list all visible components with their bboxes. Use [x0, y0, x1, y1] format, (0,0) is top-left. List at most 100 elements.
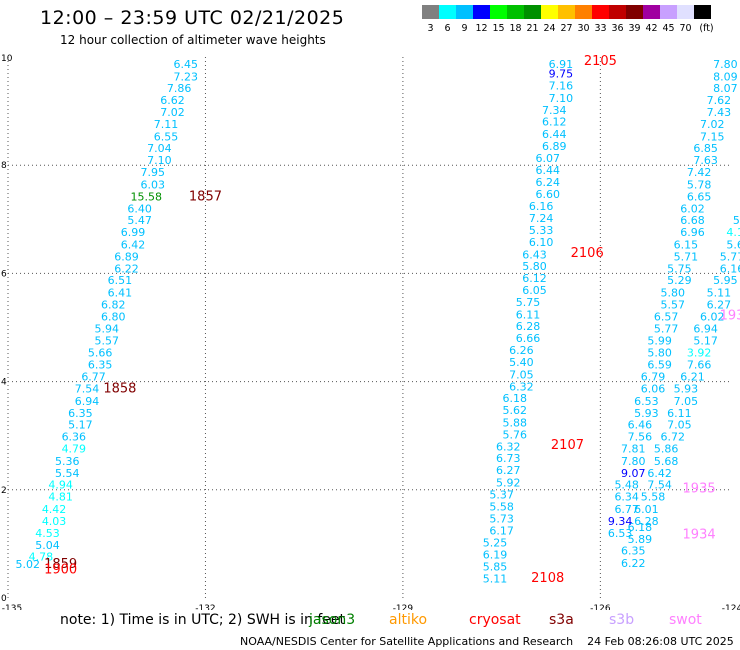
- wave-height-value: 5.11: [707, 287, 732, 300]
- wave-height-value: 5.33: [529, 224, 554, 237]
- wave-height-value: 5.36: [55, 455, 80, 468]
- wave-height-value: 5.75: [516, 296, 541, 309]
- wave-height-value: 5.17: [693, 334, 718, 347]
- wave-height-value: 8.07: [713, 82, 738, 95]
- wave-height-value: 5.88: [503, 417, 528, 430]
- time-label: 2106: [571, 246, 604, 261]
- colorbar-label: 3: [427, 23, 433, 34]
- wave-height-value: 6.02: [680, 202, 705, 215]
- wave-height-value: 7.62: [707, 94, 732, 107]
- x-tick-label: -129: [393, 604, 414, 610]
- chart-title: 12:00 – 23:59 UTC 02/21/2025: [40, 7, 345, 29]
- wave-height-value: 5.25: [483, 537, 508, 550]
- wave-height-value: 7.81: [621, 442, 646, 455]
- colorbar-swatch: [575, 5, 592, 19]
- colorbar-label: 9: [461, 23, 467, 34]
- wave-height-value: 5.11: [483, 572, 508, 585]
- wave-height-value: 7.11: [154, 118, 179, 131]
- colorbar-label: 33: [594, 23, 606, 34]
- wave-height-value: 6.42: [121, 239, 146, 252]
- wave-height-value: 6.17: [489, 525, 514, 538]
- notes-line: note: 1) Time is in UTC; 2) SWH is in fe…: [60, 612, 349, 628]
- wave-height-value: 6.27: [707, 299, 732, 312]
- wave-height-value: 6.68: [680, 214, 705, 227]
- colorbar-label: 18: [509, 23, 521, 34]
- legend-s3b: s3b: [609, 612, 635, 628]
- wave-height-value: 3.92: [687, 347, 712, 360]
- wave-height-value: 4.13: [726, 226, 740, 239]
- x-tick-label: -135: [2, 604, 22, 610]
- wave-height-value: 7.54: [647, 479, 672, 492]
- colorbar-label: 39: [628, 23, 640, 34]
- wave-height-value: 7.15: [700, 130, 725, 143]
- wave-height-value: 4.42: [42, 503, 67, 516]
- wave-height-value: 4.53: [35, 527, 60, 540]
- wave-height-value: 6.28: [516, 320, 541, 333]
- wave-height-value: 5.54: [55, 467, 80, 480]
- y-tick-label: 4: [1, 378, 7, 388]
- wave-height-value: 6.11: [667, 407, 692, 420]
- wave-height-value: 6.89: [542, 140, 567, 153]
- time-label: 1859: [44, 557, 77, 572]
- wave-height-value: 5.73: [489, 512, 514, 525]
- wave-height-value: 5.75: [667, 262, 692, 275]
- wave-height-value: 6.12: [542, 116, 567, 129]
- wave-height-value: 6.66: [516, 332, 541, 345]
- wave-height-value: 6.77: [614, 503, 639, 516]
- wave-height-value: 5.68: [654, 455, 679, 468]
- colorbar-label: 45: [662, 23, 674, 34]
- colorbar-swatch: [609, 5, 626, 19]
- wave-height-value: 5.77: [654, 322, 679, 335]
- wave-height-value: 5.95: [713, 274, 738, 287]
- wave-height-value: 6.73: [496, 452, 521, 465]
- wave-height-value: 5.17: [68, 419, 93, 432]
- wave-height-value: 5.40: [509, 356, 534, 369]
- wave-height-value: 5.93: [634, 407, 659, 420]
- time-labels: 1857185818591900210521062107210818181819…: [44, 54, 740, 586]
- wave-height-value: 6.22: [621, 557, 646, 570]
- wave-height-value: 6.45: [173, 58, 198, 71]
- colorbar-label: 6: [444, 23, 450, 34]
- credit-org: NOAA/NESDIS Center for Satellite Applica…: [240, 635, 574, 648]
- colorbar-swatch: [541, 5, 558, 19]
- wave-height-value: 6.65: [687, 190, 712, 203]
- altimeter-chart: 3 6 9 12 15 18 21 24 27 30 33 36 39 42 45 70 (ft) 6.457.…: [1, 5, 740, 610]
- time-label: 1858: [103, 381, 136, 396]
- wave-height-value: 5.04: [35, 539, 60, 552]
- wave-height-value: 5.29: [667, 274, 692, 287]
- wave-height-value: 6.40: [127, 202, 152, 215]
- wave-height-value: 15.58: [130, 190, 162, 203]
- wave-height-value: 5.85: [483, 560, 508, 573]
- wave-height-value: 5.57: [94, 334, 119, 347]
- wave-height-value: 6.12: [522, 272, 547, 285]
- colorbar-swatch: [507, 5, 524, 19]
- wave-height-value: 5.89: [628, 533, 653, 546]
- wave-height-value: 7.80: [713, 58, 738, 71]
- wave-height-value: 6.10: [529, 236, 554, 249]
- wave-height-points: 6.457.237.866.627.027.116.557.047.107.95…: [15, 58, 740, 585]
- wave-height-value: 6.59: [647, 359, 672, 372]
- colorbar-label: 27: [560, 23, 572, 34]
- wave-height-value: 7.02: [700, 118, 725, 131]
- wave-height-value: 6.32: [496, 440, 521, 453]
- wave-height-value: 6.36: [62, 431, 87, 444]
- wave-height-value: 7.05: [674, 395, 699, 408]
- wave-height-value: 7.16: [549, 79, 574, 92]
- wave-height-value: 4.03: [42, 515, 67, 528]
- wave-height-value: 9.75: [549, 68, 574, 81]
- wave-height-value: 7.02: [160, 106, 185, 119]
- wave-height-value: 6.85: [693, 142, 718, 155]
- wave-height-value: 7.34: [542, 104, 567, 117]
- colorbar-label: 36: [611, 23, 623, 34]
- wave-height-value: 7.10: [147, 154, 172, 167]
- wave-height-value: 4.78: [29, 551, 54, 564]
- colorbar-swatch: [490, 5, 507, 19]
- wave-height-value: 6.11: [516, 308, 541, 321]
- wave-height-value: 7.23: [173, 70, 198, 83]
- legend-s3a: s3a: [549, 612, 574, 628]
- wave-height-value: 6.16: [529, 200, 554, 213]
- wave-height-value: 4.81: [48, 491, 73, 504]
- wave-height-value: 6.01: [634, 503, 659, 516]
- wave-height-value: 5.77: [720, 250, 740, 263]
